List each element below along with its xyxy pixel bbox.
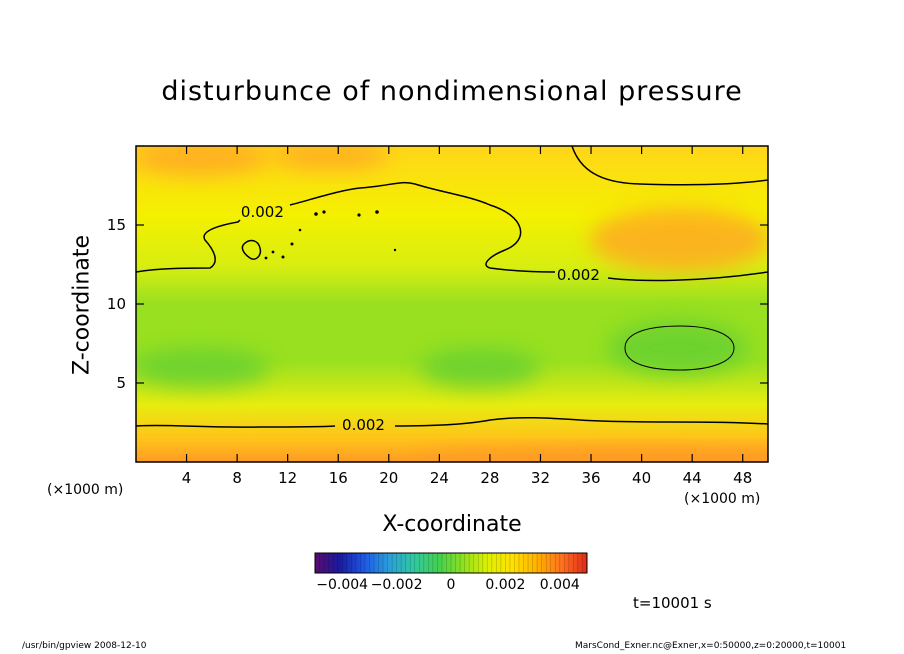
surface-region	[420, 448, 768, 462]
y-tick-label: 15	[106, 216, 126, 234]
y-axis-label: Z-coordinate	[69, 235, 95, 375]
contour-label: 0.002	[342, 416, 385, 434]
mid-minimum-region	[608, 320, 748, 376]
contour-label: 0.002	[557, 266, 600, 284]
y-tick-label: 10	[106, 295, 126, 313]
x-tick-label: 32	[530, 469, 551, 487]
colorbar	[314, 552, 588, 574]
x-tick-label: 16	[328, 469, 348, 487]
colorbar-stripes	[319, 553, 583, 573]
axis-ticks	[136, 146, 768, 462]
contour-field	[136, 146, 768, 462]
field-background	[136, 146, 768, 462]
x-tick-label: 4	[181, 469, 192, 487]
x-tick-label: 40	[632, 469, 652, 487]
x-tick-label: 8	[232, 469, 242, 487]
contour-lower	[136, 416, 768, 428]
colorbar-tick-label: −0.004	[316, 577, 369, 593]
mid-center-region	[420, 348, 540, 388]
x-tick-label: 36	[581, 469, 601, 487]
top-left-region	[136, 146, 270, 176]
contour-mid-closed	[624, 325, 735, 371]
x-tick-label: 48	[733, 469, 753, 487]
contour-label: 0.002	[241, 203, 284, 221]
contour-labels: 0.002 0.002 0.002	[241, 203, 600, 434]
x-tick-label: 20	[379, 469, 399, 487]
footer-program-date: /usr/bin/gpview 2008-12-10	[22, 641, 147, 651]
contour-upper-right	[571, 146, 768, 186]
x-unit-label-right: (×1000 m)	[684, 491, 761, 507]
footer-data-source: MarsCond_Exner.nc@Exner,x=0:50000,z=0:20…	[575, 641, 847, 651]
x-tick-label: 24	[429, 469, 449, 487]
contour-upper-left-loop	[241, 239, 262, 260]
x-tick-label: 12	[278, 469, 298, 487]
chart-title: disturbunce of nondimensional pressure	[161, 76, 743, 107]
colorbar-tick-label: 0	[446, 577, 456, 593]
top-middle-region	[270, 146, 390, 170]
x-tick-label: 28	[480, 469, 500, 487]
y-tick-label: 5	[116, 374, 126, 392]
x-tick-label: 44	[682, 469, 702, 487]
time-annotation: t=10001 s	[633, 594, 712, 612]
contour-upper-left	[136, 181, 768, 282]
contour-lines	[136, 146, 768, 428]
mid-left-region	[136, 348, 270, 388]
colorbar-tick-label: 0.002	[485, 577, 526, 593]
colorbar-tick-label: −0.002	[370, 577, 423, 593]
x-unit-label-left: (×1000 m)	[47, 482, 124, 498]
upper-maximum-region	[590, 208, 768, 272]
colorbar-tick-label: 0.004	[539, 577, 580, 593]
contour-speckles	[264, 210, 397, 260]
x-axis-label: X-coordinate	[382, 512, 522, 537]
